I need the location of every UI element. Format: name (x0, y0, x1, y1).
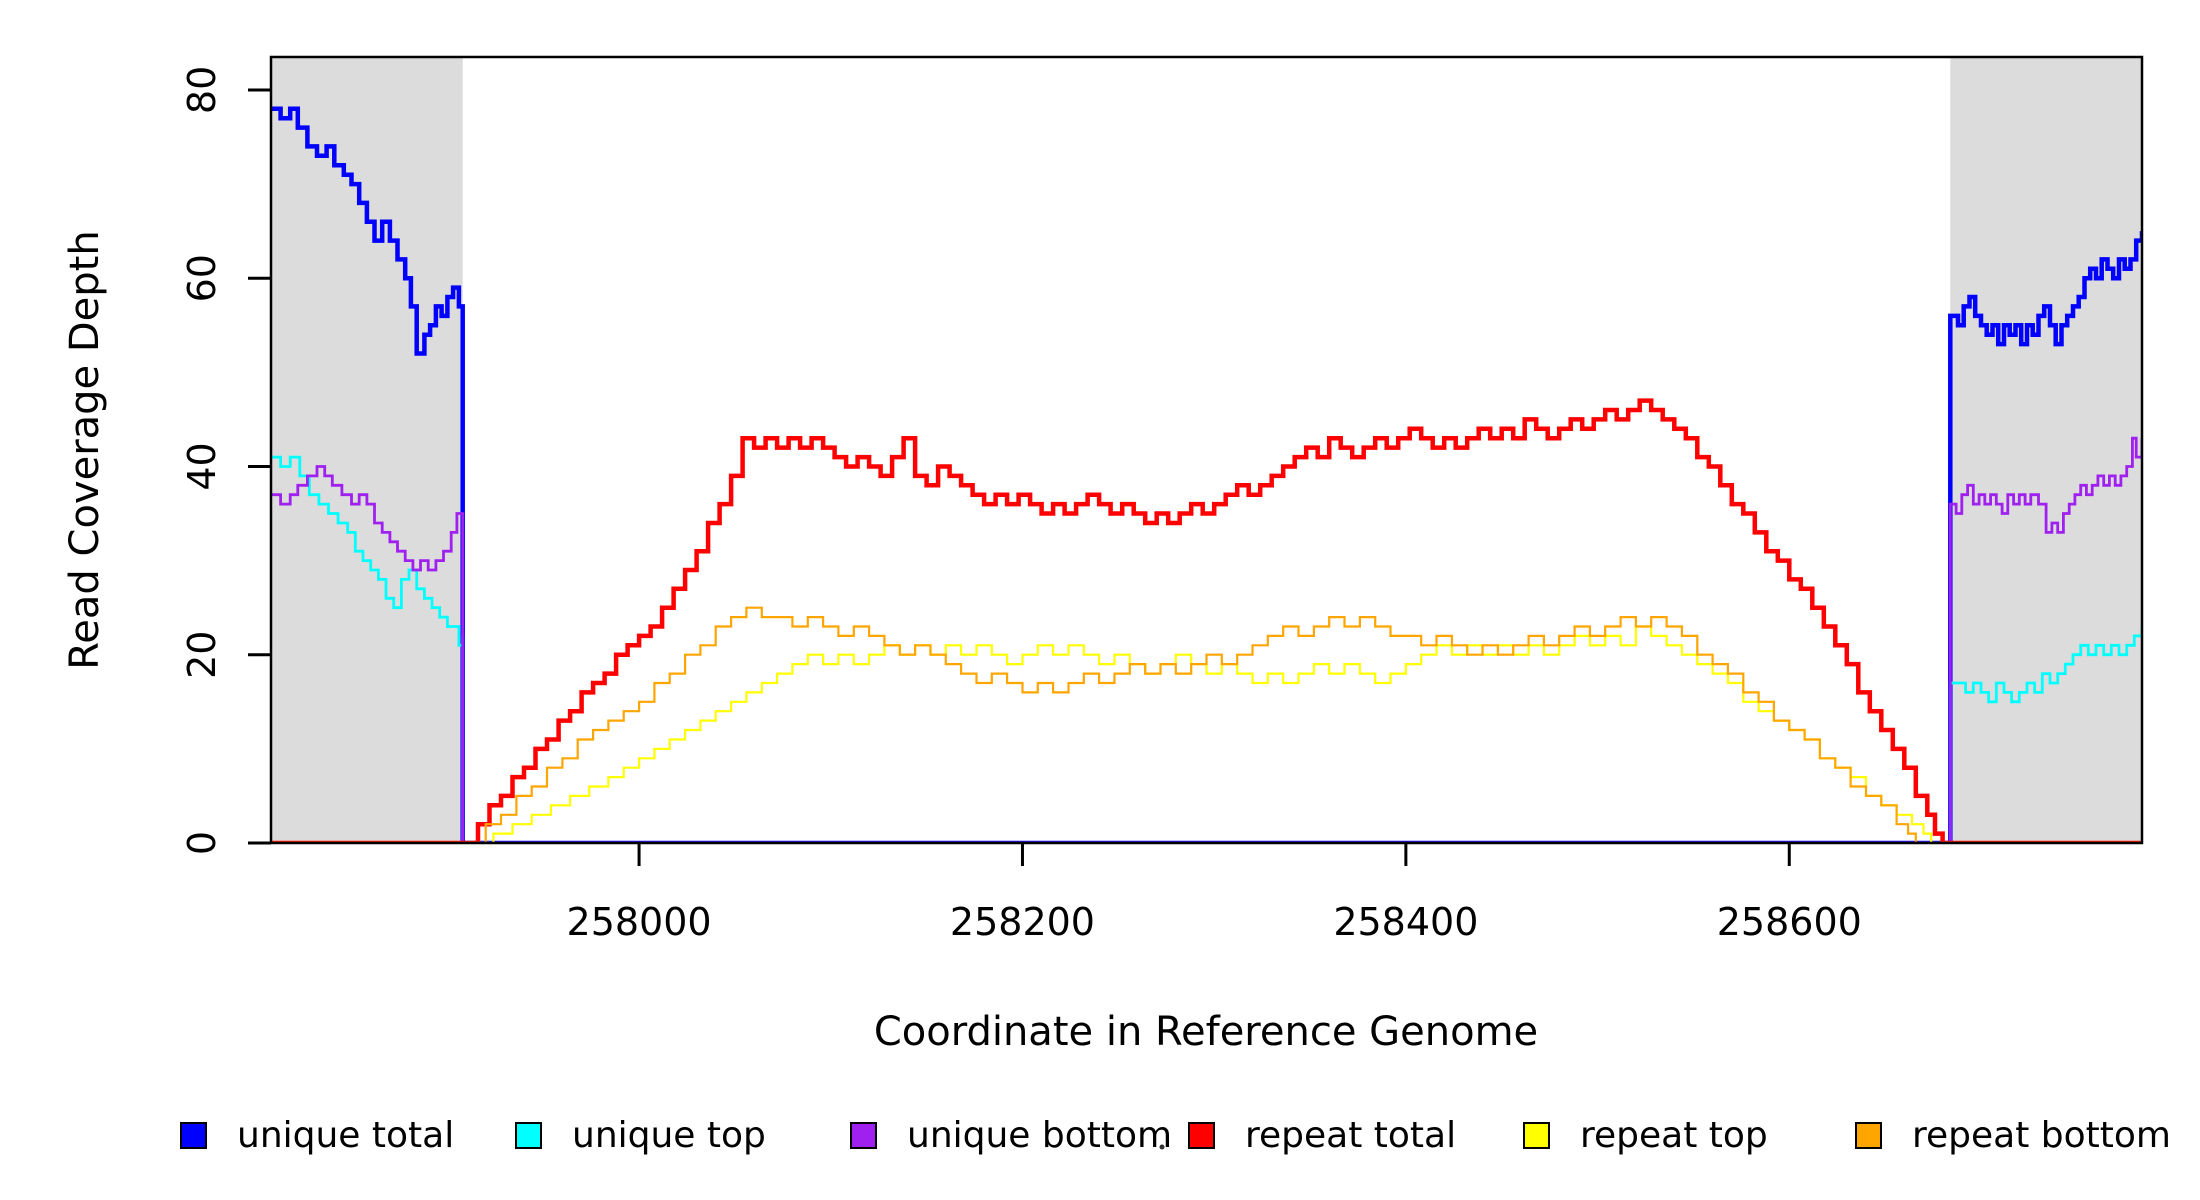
y-axis-title: Read Coverage Depth (62, 230, 108, 670)
plot-border (269, 55, 2144, 845)
series-group (271, 106, 2143, 844)
shaded-region-right-flank (1950, 57, 2142, 843)
series-line-repeat-bottom (271, 606, 2142, 844)
x-axis-title: Coordinate in Reference Genome (873, 1009, 1539, 1055)
stray-dot (1159, 1144, 1165, 1150)
series-line-unique-bottom (271, 436, 2143, 844)
y-tick-label: 40 (180, 442, 224, 490)
x-tick-label: 258400 (1333, 900, 1478, 944)
x-tick-label: 258200 (950, 900, 1095, 944)
y-tick-label: 20 (180, 631, 224, 679)
x-tick-label: 258600 (1717, 900, 1862, 944)
shaded-region-left-flank (271, 57, 463, 843)
x-tick-label: 258000 (567, 900, 712, 944)
series-line-repeat-total (271, 398, 2142, 844)
y-tick-label: 60 (180, 254, 224, 302)
series-line-unique-total (271, 106, 2143, 844)
y-tick-label: 80 (180, 66, 224, 114)
y-tick-label: 0 (180, 831, 224, 855)
